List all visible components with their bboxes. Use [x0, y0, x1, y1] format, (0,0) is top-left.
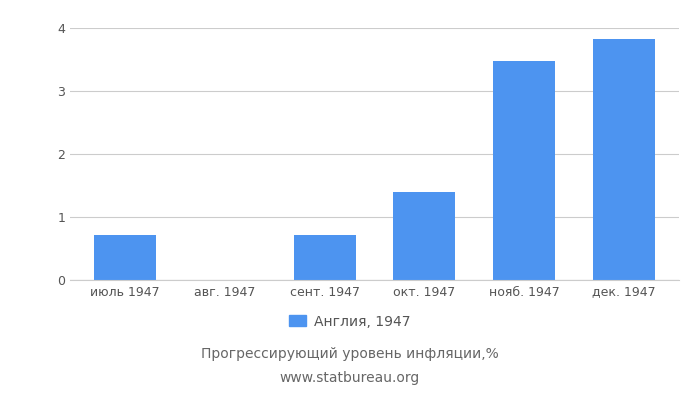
Legend: Англия, 1947: Англия, 1947	[284, 309, 416, 334]
Text: Прогрессирующий уровень инфляции,%: Прогрессирующий уровень инфляции,%	[201, 347, 499, 361]
Bar	[293, 235, 356, 280]
Bar	[393, 192, 456, 280]
Bar	[593, 39, 655, 280]
Text: www.statbureau.org: www.statbureau.org	[280, 371, 420, 385]
Bar	[94, 235, 156, 280]
Bar	[494, 61, 555, 280]
